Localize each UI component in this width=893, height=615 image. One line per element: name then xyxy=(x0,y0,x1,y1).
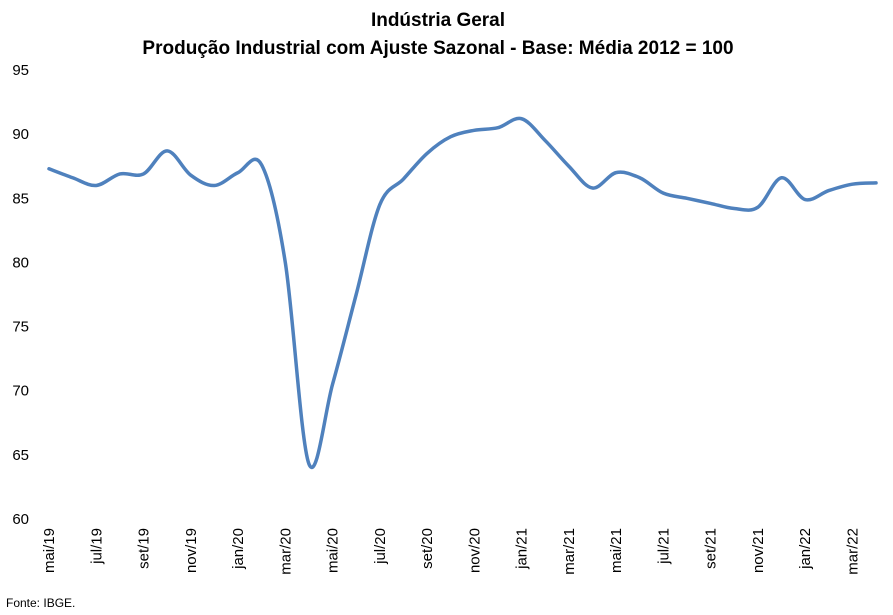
y-tick-label: 65 xyxy=(12,447,29,464)
x-tick-label: nov/19 xyxy=(183,528,200,573)
data-point-set-19 xyxy=(142,172,146,176)
y-tick-label: 75 xyxy=(12,319,29,336)
x-tick-label: mar/20 xyxy=(277,528,294,575)
data-point-dez-19 xyxy=(212,183,216,187)
data-point-mar-22 xyxy=(850,182,854,186)
data-point-ago-21 xyxy=(685,196,689,200)
data-point-jun-21 xyxy=(638,176,642,180)
data-point-abr-22 xyxy=(874,181,878,185)
x-tick-label: mai/19 xyxy=(41,528,58,573)
source-note: Fonte: IBGE. xyxy=(6,596,76,610)
data-point-mai-19 xyxy=(47,167,51,171)
y-tick-label: 95 xyxy=(12,62,29,79)
x-tick-label: nov/21 xyxy=(750,528,767,573)
data-point-dez-20 xyxy=(496,126,500,130)
data-point-mar-20 xyxy=(283,260,287,264)
data-point-fev-21 xyxy=(543,139,547,143)
x-tick-label: nov/20 xyxy=(466,528,483,573)
x-tick-label: jan/20 xyxy=(230,528,247,570)
x-tick-label: mar/21 xyxy=(561,528,578,575)
chart-title-line-1: Indústria Geral xyxy=(371,10,505,31)
data-point-out-19 xyxy=(165,149,169,153)
x-tick-label: jul/20 xyxy=(372,528,389,565)
x-tick-label: jan/21 xyxy=(514,528,531,570)
x-tick-label: jul/19 xyxy=(88,528,105,565)
x-axis: mai/19 jul/19 set/19 nov/19 jan/20 mar/20 mai/… xyxy=(41,528,861,575)
y-axis: 60 65 70 75 80 85 90 95 xyxy=(12,62,29,528)
data-point-jul-21 xyxy=(661,191,665,195)
x-tick-label: jul/21 xyxy=(655,528,672,565)
data-point-set-20 xyxy=(425,151,429,155)
data-point-nov-20 xyxy=(472,128,476,132)
data-point-out-20 xyxy=(449,135,453,139)
data-point-fev-22 xyxy=(827,189,831,193)
data-point-jan-20 xyxy=(236,171,240,175)
data-point-jan-22 xyxy=(803,198,807,202)
line-chart: Indústria Geral Produção Industrial com … xyxy=(12,10,878,575)
y-tick-label: 70 xyxy=(12,383,29,400)
data-point-set-21 xyxy=(709,201,713,205)
data-point-jun-20 xyxy=(354,293,358,297)
series-line xyxy=(47,116,878,469)
x-tick-label: mai/20 xyxy=(325,528,342,573)
y-tick-label: 80 xyxy=(12,254,29,271)
data-point-jul-19 xyxy=(94,183,98,187)
x-tick-label: jan/22 xyxy=(797,528,814,570)
data-point-jul-20 xyxy=(378,203,382,207)
data-point-fev-20 xyxy=(260,163,264,167)
data-point-jan-21 xyxy=(520,117,524,121)
data-point-jun-19 xyxy=(71,176,75,180)
data-point-abr-20 xyxy=(307,462,311,466)
data-point-mai-20 xyxy=(331,382,335,386)
data-point-mai-21 xyxy=(614,171,618,175)
chart-title-line-2: Produção Industrial com Ajuste Sazonal -… xyxy=(142,38,733,59)
x-tick-label: set/19 xyxy=(136,528,153,569)
data-point-out-21 xyxy=(732,207,736,211)
y-tick-label: 60 xyxy=(12,511,29,528)
x-tick-label: set/21 xyxy=(703,528,720,569)
data-point-nov-19 xyxy=(189,173,193,177)
x-tick-label: mar/22 xyxy=(844,528,861,575)
data-point-abr-21 xyxy=(590,186,594,190)
series-group xyxy=(47,116,878,469)
y-tick-label: 85 xyxy=(12,190,29,207)
x-tick-label: mai/21 xyxy=(608,528,625,573)
x-tick-label: set/20 xyxy=(419,528,436,569)
data-point-nov-21 xyxy=(756,205,760,209)
y-tick-label: 90 xyxy=(12,126,29,143)
data-point-ago-20 xyxy=(401,177,405,181)
data-point-dez-21 xyxy=(779,176,783,180)
data-point-ago-19 xyxy=(118,172,122,176)
data-point-mar-21 xyxy=(567,164,571,168)
